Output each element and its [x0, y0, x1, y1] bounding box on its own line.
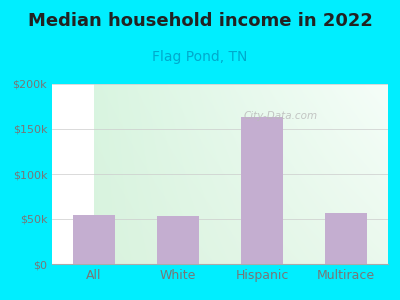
- Text: Median household income in 2022: Median household income in 2022: [28, 12, 372, 30]
- Bar: [241, 117, 283, 264]
- Bar: [157, 216, 199, 264]
- Text: Flag Pond, TN: Flag Pond, TN: [152, 50, 248, 64]
- Text: City-Data.com: City-Data.com: [244, 111, 318, 122]
- Bar: [73, 214, 115, 264]
- Bar: [325, 213, 367, 264]
